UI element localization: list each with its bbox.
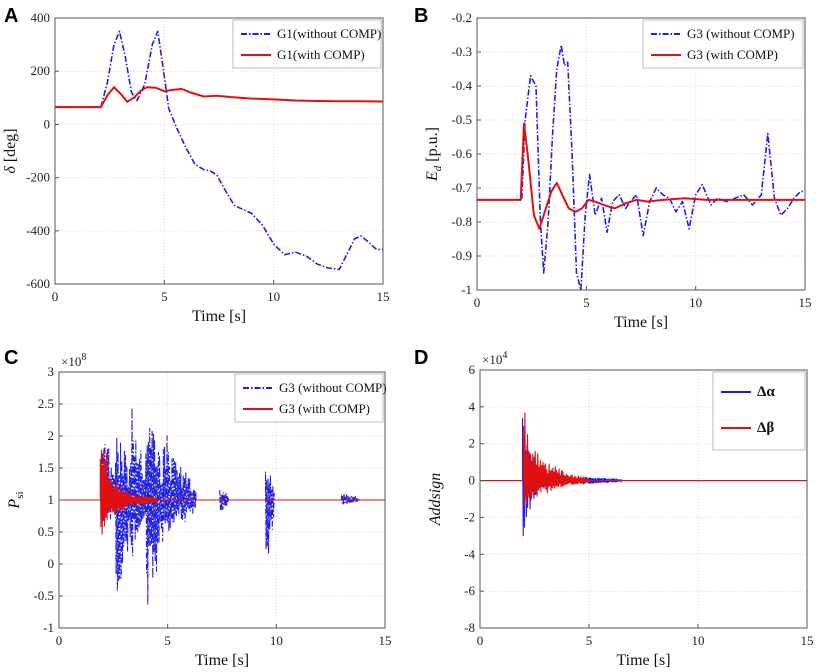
legend-label: G3 (with COMP)	[687, 47, 778, 62]
y-tick-label: 2	[469, 436, 476, 451]
plot-area	[480, 412, 807, 537]
y-tick-label: -6	[464, 583, 475, 598]
plot-area	[59, 407, 385, 606]
y-tick-label: -400	[26, 223, 50, 238]
panel-A: A 0 5 10 15 -600 -400 -200 0 200 400 Time [s] δ [deg…	[2, 5, 390, 325]
x-axis-label: Time [s]	[195, 652, 249, 669]
x-axis-label: Time [s]	[616, 652, 670, 669]
x-tick-label: 0	[477, 633, 484, 648]
x-tick-label: 15	[801, 633, 814, 648]
plot-area	[477, 44, 805, 290]
y-tick-label: -0.4	[451, 78, 472, 93]
panel-C: C 0 5 10 15 -1 -0.5 0 0.5 1 1.5 2 2.5 3 ×108 Time [s] Ps…	[4, 347, 392, 669]
panel-letter: C	[4, 347, 18, 369]
y-tick-label: 200	[31, 63, 51, 78]
x-tick-label: 15	[799, 295, 812, 310]
legend-label: Δα	[757, 384, 775, 400]
axes-frame	[54, 17, 384, 285]
panel-letter: B	[414, 5, 428, 27]
legend-box	[234, 373, 384, 423]
x-tick-label: 15	[377, 289, 390, 304]
y-multiplier: ×104	[482, 350, 507, 367]
y-axis-label: δ [deg]	[2, 128, 19, 173]
y-tick-label: 1	[48, 492, 55, 507]
y-tick-label: -2	[464, 509, 475, 524]
series-line-2	[55, 86, 383, 109]
y-axis-label: Addsign	[427, 473, 444, 526]
legend-label: G3 (without COMP)	[687, 26, 795, 41]
y-tick-label: -0.3	[451, 44, 472, 59]
y-tick-label: -0.6	[451, 146, 472, 161]
y-axis-label: Ed [p.u.]	[424, 127, 444, 182]
x-tick-label: 10	[270, 633, 283, 648]
legend: G1(without COMP) G1(with COMP)	[232, 19, 382, 69]
legend: G3 (without COMP) G3 (with COMP)	[234, 373, 387, 423]
x-tick-label: 5	[583, 295, 590, 310]
y-tick-label: -0.5	[33, 588, 54, 603]
panel-B: B 0 5 10 15 -1 -0.9 -0.8 -0.7 -0.6 -0.5 -0.4 -0.3 -0.…	[414, 5, 812, 331]
y-tick-label: -1	[461, 282, 472, 297]
y-tick-label: -8	[464, 620, 475, 635]
legend-label: G3 (with COMP)	[279, 401, 370, 416]
x-tick-label: 5	[164, 633, 171, 648]
y-axis-label: Psi	[6, 491, 26, 509]
panel-D: D 0 5 10 15 -8 -6 -4 -2 0 2 4 6 ×104 Time [s] Addsign Δα…	[414, 347, 814, 669]
axes-frame	[479, 369, 808, 629]
x-tick-label: 15	[379, 633, 392, 648]
series-line-2	[480, 412, 807, 507]
y-tick-label: -0.9	[451, 248, 472, 263]
legend-box	[712, 371, 806, 451]
legend: G3 (without COMP) G3 (with COMP)	[642, 19, 804, 69]
x-tick-label: 10	[689, 295, 702, 310]
series-line-1	[59, 407, 385, 606]
panel-letter: D	[414, 347, 428, 369]
y-tick-label: -600	[26, 276, 50, 291]
y-tick-label: -0.8	[451, 214, 472, 229]
y-tick-label: -1	[43, 620, 54, 635]
series-line-1	[55, 30, 383, 271]
y-tick-label: 0.5	[38, 524, 54, 539]
y-tick-label: 400	[31, 10, 51, 25]
plot-area	[55, 30, 383, 271]
legend-box	[232, 19, 382, 69]
x-tick-label: 0	[52, 289, 59, 304]
y-tick-label: 0	[469, 473, 476, 488]
x-tick-label: 0	[474, 295, 481, 310]
y-tick-label: -0.2	[451, 10, 472, 25]
series-line-2	[477, 122, 805, 230]
panel-letter: A	[4, 5, 18, 27]
x-axis-label: Time [s]	[614, 314, 668, 331]
legend: Δα Δβ	[712, 371, 806, 451]
x-tick-label: 0	[56, 633, 63, 648]
series-line-2	[59, 448, 385, 535]
y-tick-label: 0	[48, 556, 55, 571]
y-tick-label: 2.5	[38, 396, 54, 411]
y-tick-label: -0.7	[451, 180, 472, 195]
legend-box	[642, 19, 804, 69]
y-tick-label: 2	[48, 428, 55, 443]
x-tick-label: 5	[161, 289, 168, 304]
y-tick-label: -200	[26, 170, 50, 185]
y-tick-label: 3	[48, 364, 55, 379]
y-tick-label: 6	[469, 362, 476, 377]
y-tick-label: 4	[469, 399, 476, 414]
legend-label: G3 (without COMP)	[279, 380, 387, 395]
series-line-1	[477, 44, 805, 290]
y-tick-label: -4	[464, 546, 475, 561]
y-multiplier: ×108	[61, 352, 86, 369]
x-tick-label: 10	[692, 633, 705, 648]
legend-label: Δβ	[757, 420, 774, 436]
legend-label: G1(with COMP)	[277, 47, 365, 62]
y-tick-label: 1.5	[38, 460, 54, 475]
x-axis-label: Time [s]	[192, 308, 246, 325]
x-tick-label: 5	[586, 633, 593, 648]
x-tick-label: 10	[267, 289, 280, 304]
y-tick-label: -0.5	[451, 112, 472, 127]
y-tick-label: 0	[44, 116, 51, 131]
legend-label: G1(without COMP)	[277, 26, 381, 41]
